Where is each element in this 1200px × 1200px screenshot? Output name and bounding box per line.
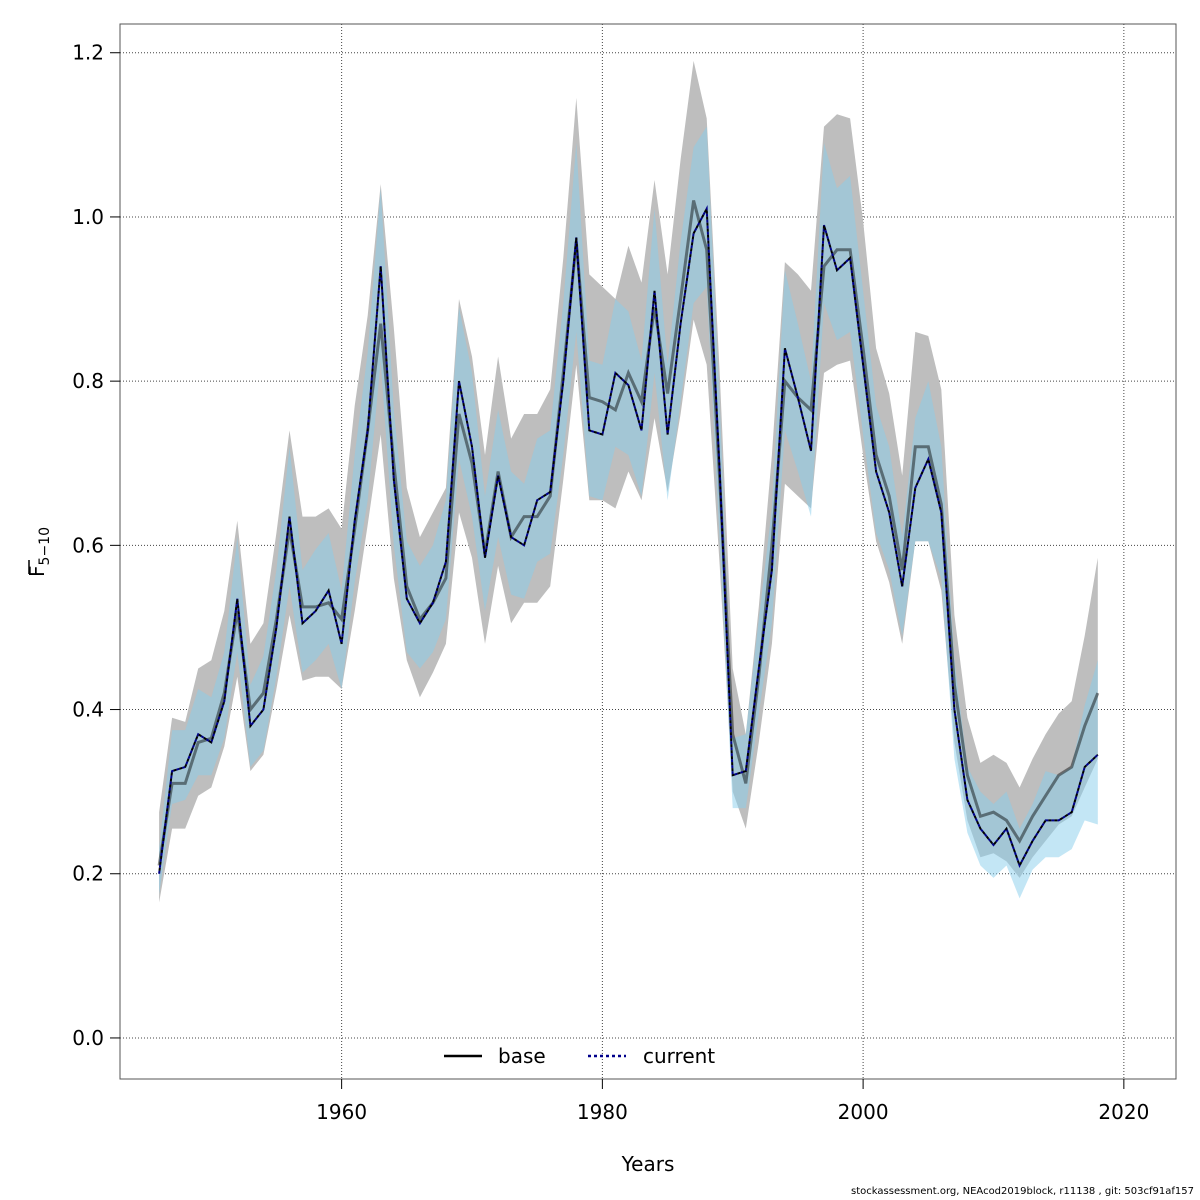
legend-current-label: current [643, 1044, 715, 1068]
y-tick-label: 0.4 [72, 698, 104, 722]
confidence-bands [159, 60, 1098, 903]
y-tick-label: 1.2 [72, 41, 104, 65]
y-axis-label-sub: 5−10 [37, 527, 53, 565]
x-tick-label: 2020 [1098, 1100, 1149, 1124]
x-axis: 1960 1980 2000 2020 [316, 1079, 1149, 1124]
y-tick-label: 0.0 [72, 1026, 104, 1050]
y-axis-label-main: F [25, 565, 49, 577]
x-tick-label: 1960 [316, 1100, 367, 1124]
y-tick-label: 1.0 [72, 205, 104, 229]
line-base [157, 200, 1100, 866]
x-tick-label: 2000 [838, 1100, 889, 1124]
footer-credit: stockassessment.org, NEAcod2019block, r1… [851, 1186, 1194, 1197]
plot-frame [119, 23, 1177, 1080]
y-axis: 0.0 0.2 0.4 0.6 0.8 1.0 1.2 [72, 41, 120, 1050]
band-base [159, 60, 1098, 903]
series-lines [157, 200, 1100, 874]
y-axis-label: F5−10 [25, 527, 53, 577]
y-tick-label: 0.8 [72, 369, 104, 393]
line-current [158, 205, 1099, 874]
x-axis-label: Years [621, 1152, 675, 1176]
line-current-dark-dashes [158, 205, 1099, 874]
y-tick-label: 0.6 [72, 533, 104, 557]
legend: base current [444, 1044, 715, 1068]
y-tick-label: 0.2 [72, 862, 104, 886]
band-current [159, 126, 1098, 899]
legend-base-label: base [498, 1044, 546, 1068]
svg-text:F5−10: F5−10 [25, 527, 53, 577]
x-tick-label: 1980 [577, 1100, 628, 1124]
